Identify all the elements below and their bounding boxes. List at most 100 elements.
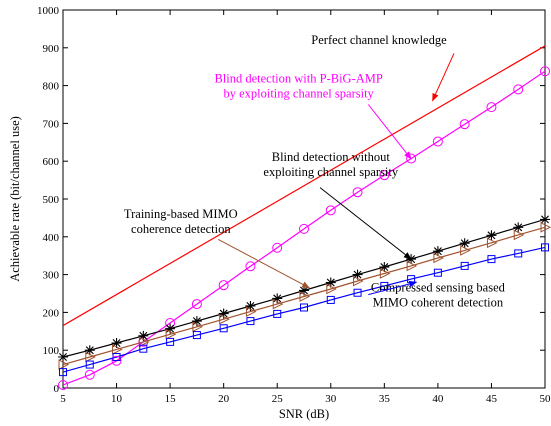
annotation-text: Compressed sensing based MIMO coherent de… — [371, 281, 506, 310]
data-point-training — [513, 229, 525, 241]
data-point-compressed — [460, 261, 469, 270]
x-tick-label: 10 — [111, 393, 123, 405]
x-tick-label: 15 — [165, 393, 177, 405]
y-tick-label: 300 — [43, 270, 60, 282]
data-point-compressed — [59, 368, 67, 377]
data-point-pbigamp — [272, 242, 283, 253]
data-point-compressed — [273, 309, 282, 318]
x-tick-label: 40 — [432, 393, 444, 405]
x-tick-label: 30 — [325, 393, 337, 405]
annotation-text: Perfect channel knowledge — [311, 33, 447, 47]
annotation-arrow — [432, 53, 455, 102]
data-point-compressed — [139, 344, 148, 353]
data-point-pbigamp — [191, 299, 202, 310]
annotation-text: Blind detection with P-BiG-AMP by exploit… — [214, 72, 382, 101]
data-point-training — [58, 359, 70, 370]
data-point-nosparsity — [272, 293, 283, 304]
y-tick-label: 200 — [43, 307, 60, 319]
annotation-line: exploiting channel sparsity — [263, 165, 398, 179]
x-tick-label: 35 — [379, 393, 391, 405]
data-point-pbigamp — [325, 205, 336, 216]
data-point-compressed — [85, 360, 94, 369]
y-tick-label: 1000 — [37, 5, 60, 17]
y-tick-label: 700 — [43, 118, 60, 130]
data-point-nosparsity — [165, 323, 176, 334]
data-point-compressed — [353, 288, 362, 297]
y-tick-label: 400 — [43, 232, 60, 244]
data-markers — [58, 66, 551, 390]
data-point-compressed — [487, 255, 496, 264]
data-point-training — [433, 252, 445, 264]
data-point-compressed — [514, 249, 523, 258]
data-point-nosparsity — [138, 330, 149, 341]
annotation-arrow — [319, 187, 412, 260]
data-point-nosparsity — [84, 345, 95, 356]
data-point-training — [486, 237, 498, 249]
data-point-nosparsity — [299, 285, 309, 296]
data-point-training — [379, 268, 391, 279]
x-tick-label: 5 — [60, 393, 66, 405]
plot-frame — [62, 9, 546, 389]
data-point-pbigamp — [540, 66, 550, 77]
annotation-line: Blind detection without — [272, 150, 391, 164]
data-point-nosparsity — [325, 277, 336, 288]
data-point-pbigamp — [84, 369, 95, 380]
annotation-line: by exploiting channel sparsity — [223, 87, 374, 101]
data-point-training — [245, 306, 257, 317]
data-point-training — [192, 321, 204, 333]
data-point-training — [326, 283, 337, 295]
y-tick-label: 500 — [43, 194, 60, 206]
data-point-compressed — [112, 353, 121, 362]
data-point-pbigamp — [58, 379, 68, 390]
series-line-perfect — [63, 45, 545, 327]
data-point-nosparsity — [111, 338, 122, 349]
y-tick-label: 100 — [43, 345, 60, 357]
data-point-nosparsity — [245, 300, 256, 311]
data-point-pbigamp — [352, 187, 363, 198]
data-point-pbigamp — [513, 84, 524, 95]
data-point-pbigamp — [245, 261, 256, 272]
annotation-line: Training-based MIMO — [124, 207, 238, 221]
annotation-arrow — [368, 280, 418, 296]
data-point-nosparsity — [540, 214, 550, 225]
data-point-compressed — [300, 303, 308, 312]
data-point-compressed — [541, 243, 549, 252]
data-point-nosparsity — [432, 246, 443, 257]
data-point-nosparsity — [513, 222, 524, 233]
data-point-training — [353, 275, 364, 287]
data-point-training — [299, 291, 311, 302]
data-point-nosparsity — [352, 269, 363, 280]
data-point-nosparsity — [379, 262, 390, 273]
data-point-nosparsity — [58, 352, 68, 363]
data-point-pbigamp — [299, 223, 309, 234]
axes: 5 10 15 20 25 30 35 40 45 50010020030040050060070… — [37, 5, 551, 405]
data-point-nosparsity — [459, 238, 470, 249]
data-point-pbigamp — [432, 136, 443, 147]
data-point-training — [460, 245, 471, 256]
data-point-training — [85, 351, 96, 363]
annotation-arrow — [367, 104, 412, 160]
data-point-training — [112, 344, 123, 355]
data-point-pbigamp — [111, 355, 122, 366]
data-point-pbigamp — [486, 102, 497, 113]
series-line-compressed — [63, 246, 545, 373]
x-tick-label: 45 — [486, 393, 498, 405]
annotation-text: Blind detection without exploiting channe… — [263, 150, 398, 179]
y-tick-label: 900 — [43, 43, 60, 55]
data-point-training — [138, 336, 150, 348]
annotation-line: Blind detection with P-BiG-AMP — [214, 72, 382, 86]
y-tick-label: 800 — [43, 81, 60, 93]
data-point-compressed — [326, 295, 335, 304]
data-point-nosparsity — [191, 316, 202, 327]
annotation-text: Training-based MIMO coherence detection — [124, 207, 238, 236]
data-point-training — [165, 329, 177, 340]
y-tick-label: 0 — [54, 383, 60, 395]
x-axis-label: SNR (dB) — [279, 407, 329, 421]
data-point-compressed — [433, 268, 442, 277]
data-point-compressed — [246, 317, 255, 326]
data-point-nosparsity — [218, 308, 229, 319]
data-point-compressed — [192, 331, 201, 340]
annotation-line: Perfect channel knowledge — [311, 33, 447, 47]
data-point-training — [219, 313, 230, 325]
